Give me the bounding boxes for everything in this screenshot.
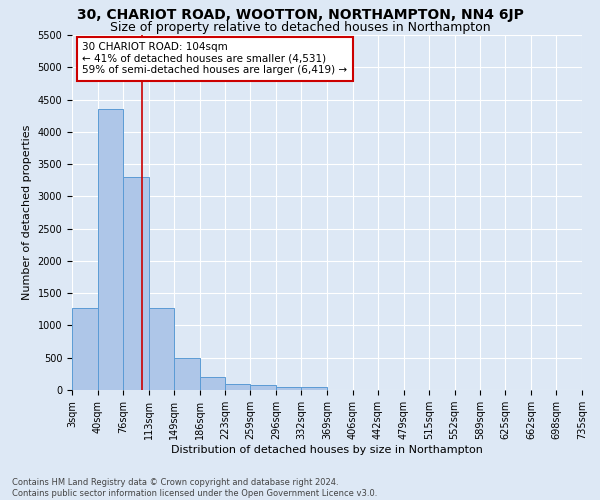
Bar	[199, 377, 225, 390]
Bar	[149, 308, 174, 390]
Bar	[225, 384, 250, 390]
Bar	[250, 386, 276, 390]
Bar	[174, 358, 199, 390]
Y-axis label: Number of detached properties: Number of detached properties	[22, 125, 32, 300]
Bar	[123, 177, 149, 390]
Bar	[301, 387, 327, 390]
X-axis label: Distribution of detached houses by size in Northampton: Distribution of detached houses by size …	[171, 445, 483, 455]
Bar	[98, 109, 123, 390]
Text: Size of property relative to detached houses in Northampton: Size of property relative to detached ho…	[110, 21, 490, 34]
Text: 30 CHARIOT ROAD: 104sqm
← 41% of detached houses are smaller (4,531)
59% of semi: 30 CHARIOT ROAD: 104sqm ← 41% of detache…	[82, 42, 347, 76]
Text: 30, CHARIOT ROAD, WOOTTON, NORTHAMPTON, NN4 6JP: 30, CHARIOT ROAD, WOOTTON, NORTHAMPTON, …	[77, 8, 523, 22]
Bar	[72, 308, 98, 390]
Text: Contains HM Land Registry data © Crown copyright and database right 2024.
Contai: Contains HM Land Registry data © Crown c…	[12, 478, 377, 498]
Bar	[276, 387, 301, 390]
